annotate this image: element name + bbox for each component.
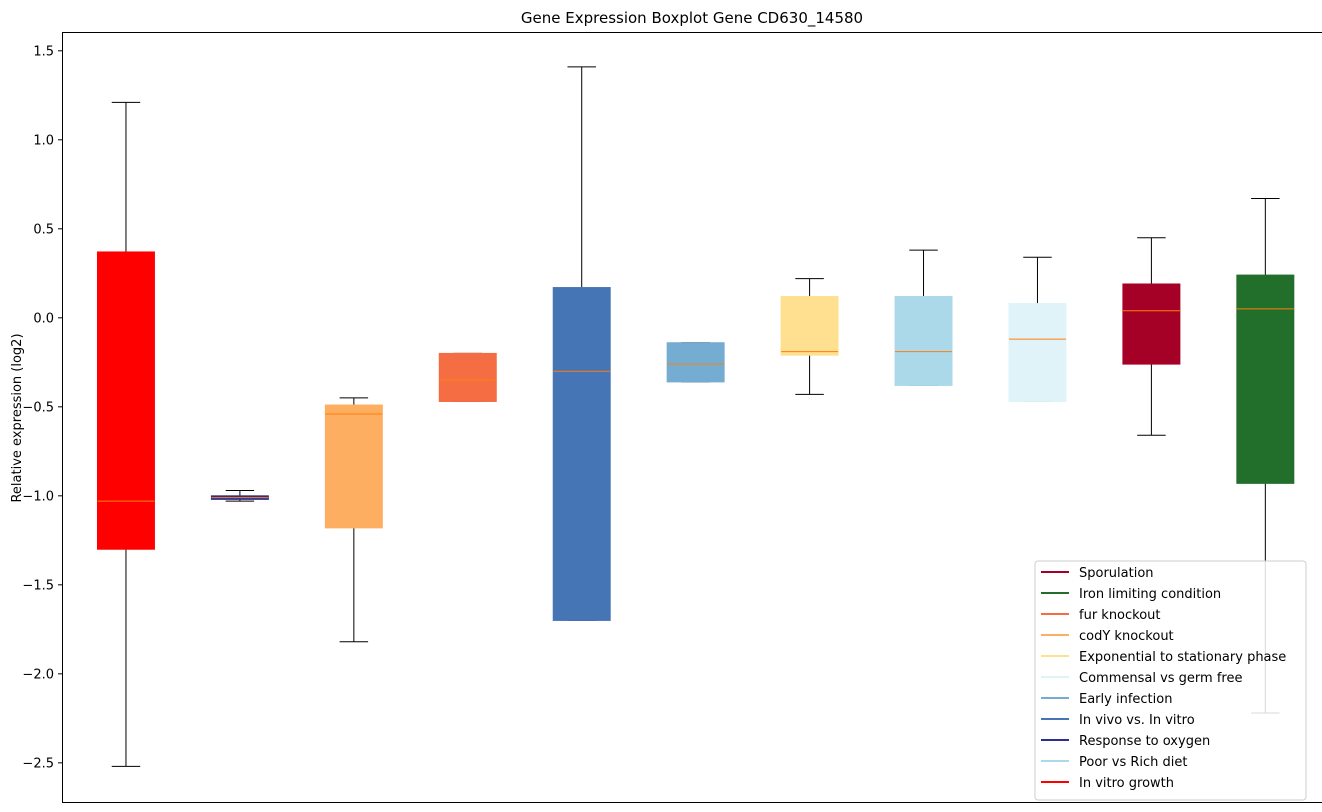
box-iqr	[324, 404, 383, 529]
y-tick-label: 0.5	[33, 222, 54, 237]
box-group	[666, 342, 725, 383]
legend-entry: Early infection	[1041, 692, 1172, 707]
legend-entry: Exponential to stationary phase	[1041, 650, 1286, 665]
boxes-layer	[96, 66, 1295, 767]
legend-label: Response to oxygen	[1079, 734, 1210, 749]
box-iqr	[552, 287, 611, 621]
plot-frame	[62, 32, 1322, 803]
legend-label: fur knockout	[1079, 608, 1161, 623]
y-tick-label: 0.0	[33, 311, 54, 326]
box-iqr	[666, 342, 725, 383]
legend-label: Early infection	[1079, 692, 1172, 707]
legend-entry: codY knockout	[1041, 629, 1174, 644]
box-group	[552, 66, 611, 621]
box-group	[96, 101, 155, 767]
box-group	[324, 397, 383, 643]
box-group	[1122, 237, 1181, 436]
box-group	[780, 278, 839, 395]
y-tick-label: 1.5	[33, 44, 54, 59]
y-tick-label: −1.5	[22, 578, 54, 593]
box-group	[1236, 198, 1295, 714]
legend-label: Exponential to stationary phase	[1079, 650, 1286, 665]
legend-label: Sporulation	[1079, 566, 1154, 581]
box-group	[894, 249, 953, 386]
box-iqr	[894, 295, 953, 386]
box-iqr	[1236, 274, 1295, 484]
legend-label: In vivo vs. In vitro	[1079, 713, 1195, 728]
legend-label: codY knockout	[1079, 629, 1174, 644]
y-axis-label: Relative expression (log2)	[10, 333, 25, 502]
box-group	[1008, 256, 1067, 402]
legend-entry: fur knockout	[1041, 608, 1161, 623]
box-iqr	[1008, 303, 1067, 402]
y-tick-label: 1.0	[33, 133, 54, 148]
box-iqr	[1122, 283, 1181, 365]
legend-entry: In vivo vs. In vitro	[1041, 713, 1195, 728]
legend-frame	[1034, 560, 1307, 801]
box-iqr	[438, 352, 497, 402]
legend-entry: Iron limiting condition	[1041, 587, 1221, 602]
chart-title: Gene Expression Boxplot Gene CD630_14580	[521, 9, 863, 28]
legend-label: Iron limiting condition	[1079, 587, 1221, 602]
legend-entry: Response to oxygen	[1041, 734, 1210, 749]
box-iqr	[780, 295, 839, 356]
legend: Sporulation Iron limiting condition fur kn…	[1034, 560, 1307, 801]
y-tick-label: −0.5	[22, 400, 54, 415]
box-group	[438, 352, 497, 402]
legend-entry: Poor vs Rich diet	[1041, 755, 1187, 770]
legend-label: Commensal vs germ free	[1079, 671, 1242, 686]
y-tick-label: −2.0	[22, 667, 54, 682]
box-group	[210, 489, 269, 502]
legend-entry: Sporulation	[1041, 566, 1154, 581]
y-tick-label: −1.0	[22, 489, 54, 504]
legend-entry: Commensal vs germ free	[1041, 671, 1242, 686]
y-tick-label: −2.5	[22, 756, 54, 771]
box-iqr	[96, 251, 155, 550]
y-axis: 1.5 1.0 0.5 0.0 −0.5 −1.0 −1.5 −2.0 −2.5	[22, 44, 63, 771]
legend-entry: In vitro growth	[1041, 776, 1174, 791]
legend-label: Poor vs Rich diet	[1079, 755, 1187, 770]
legend-label: In vitro growth	[1079, 776, 1174, 791]
